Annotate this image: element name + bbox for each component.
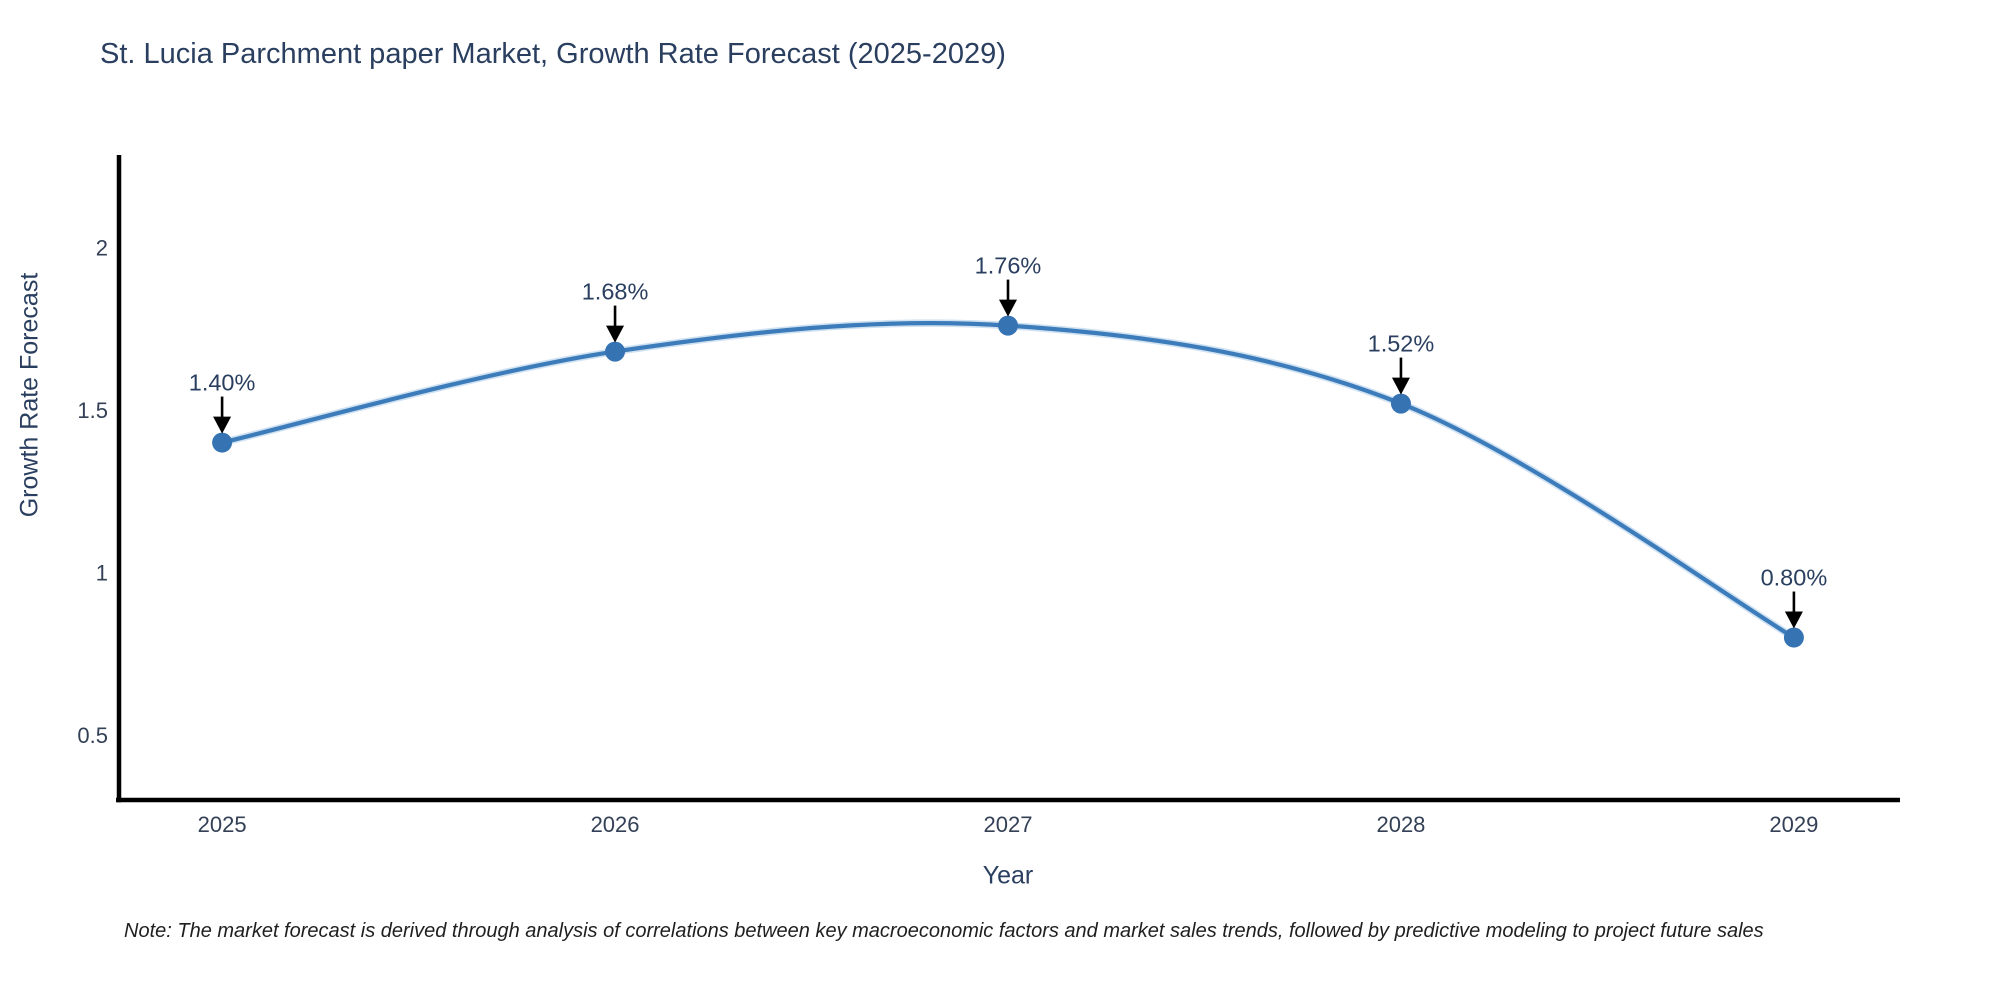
y-tick-label: 0.5 — [77, 723, 108, 748]
data-point-marker — [605, 341, 626, 362]
x-tick-label: 2028 — [1376, 812, 1425, 837]
data-point-label: 0.80% — [1761, 565, 1828, 591]
annotation-arrow-head — [1391, 377, 1410, 395]
data-point-marker — [1783, 627, 1804, 648]
annotation-arrow-head — [1784, 611, 1803, 629]
y-axis-title: Growth Rate Forecast — [15, 272, 44, 518]
x-tick-label: 2026 — [591, 812, 640, 837]
x-tick-label: 2029 — [1769, 812, 1818, 837]
annotation-arrow-head — [606, 325, 625, 343]
x-tick-label: 2027 — [984, 812, 1033, 837]
y-tick-label: 2 — [96, 236, 108, 261]
data-point-label: 1.76% — [975, 253, 1042, 279]
data-point-label: 1.68% — [582, 279, 649, 305]
annotation-arrow-head — [999, 299, 1017, 317]
footnote: Note: The market forecast is derived thr… — [124, 920, 1764, 942]
data-point-marker — [212, 432, 233, 453]
data-point-label: 1.52% — [1368, 331, 1435, 357]
data-point-marker — [1390, 393, 1411, 414]
chart-title: St. Lucia Parchment paper Market, Growth… — [100, 38, 1006, 70]
data-point-label: 1.40% — [189, 370, 256, 396]
y-tick-label: 1.5 — [77, 398, 108, 423]
annotation-arrow-head — [213, 416, 232, 434]
x-axis-title: Year — [982, 861, 1034, 890]
x-tick-label: 2025 — [198, 812, 247, 837]
y-tick-label: 1 — [96, 561, 108, 586]
series-line — [219, 320, 1796, 640]
series-line-halo — [218, 319, 1798, 642]
data-point-marker — [998, 315, 1018, 336]
